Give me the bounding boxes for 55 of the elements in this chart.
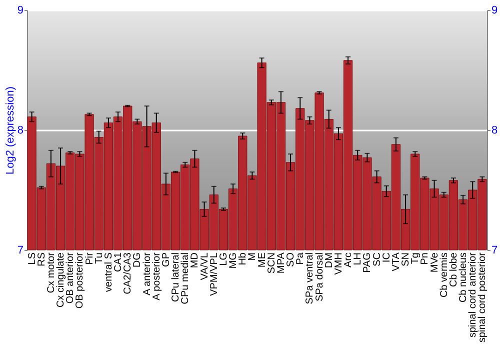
x-tick-label: VA/VL (199, 252, 210, 280)
x-tick-label: spinal cord posterior (477, 252, 488, 343)
y-axis-title: Log2 (expression) (4, 86, 16, 175)
x-tick-label: PAG (362, 252, 374, 273)
x-tick-label: Pir (84, 252, 96, 265)
x-tick-label: Tg (410, 252, 422, 264)
x-tick-label: VTA (390, 252, 402, 272)
x-tick-label: Hb (238, 252, 249, 266)
x-tick-label: Cb lobe (448, 252, 460, 287)
x-tick-label: M (247, 252, 258, 261)
x-tick-label: CPu lateral (170, 252, 182, 302)
x-tick-label: GP (160, 252, 172, 267)
y2-tick-label: 9 (492, 4, 498, 16)
x-tick-label: SPa ventral (304, 252, 316, 304)
x-tick-label: Pa (295, 252, 306, 265)
x-tick-label: CPu medial (180, 252, 192, 304)
y-tick-label: 7 (17, 244, 24, 256)
y2-tick-label: 8 (492, 124, 498, 136)
x-tick-label: OB posterior (74, 252, 86, 309)
x-tick-label: ME (256, 252, 268, 268)
x-tick-label: Arc (343, 252, 354, 268)
x-tick-label: VMH (333, 252, 344, 275)
x-tick-label: Cx motor (46, 252, 57, 294)
x-tick-label: DM (324, 252, 335, 268)
y-tick-label: 8 (17, 124, 24, 136)
x-tick-label: VPM/VPL (208, 252, 220, 296)
x-tick-label: ventral S (103, 252, 114, 292)
x-tick-label: Cx cingulate (56, 252, 67, 308)
y2-tick-label: 7 (492, 244, 498, 256)
y-tick-label: 9 (17, 4, 24, 16)
x-tick-label: RS (36, 252, 48, 266)
x-tick-label: Cb vermis (438, 252, 450, 298)
x-tick-label: SO (286, 252, 297, 267)
x-tick-label: Tu (94, 252, 105, 264)
x-tick-label: LS (26, 252, 38, 265)
x-tick-label: OB anterior (65, 252, 76, 304)
x-tick-label: DG (132, 252, 144, 268)
x-tick-label: IC (381, 252, 392, 262)
x-tick-label: MD (190, 252, 201, 268)
x-tick-label: Pn (420, 252, 431, 265)
x-tick-label: CA1 (113, 252, 124, 272)
x-tick-label: CA2/CA3 (122, 252, 134, 294)
x-tick-label: A posterior (151, 252, 162, 300)
x-tick-label: SC (372, 252, 383, 266)
x-tick-label: Cb nucleus (458, 252, 470, 303)
x-tick-label: SPa dorsal (314, 252, 326, 302)
x-tick-label: MPA (276, 252, 287, 274)
x-tick-label: spinal cord anterior (468, 252, 479, 338)
x-tick-label: LG (218, 252, 230, 266)
x-tick-label: MG (228, 252, 240, 269)
x-tick-label: A anterior (142, 252, 153, 296)
x-tick-label: SN (400, 252, 412, 266)
x-tick-label: SCN (266, 252, 278, 274)
x-tick-label: MVe (429, 252, 440, 273)
x-tick-label: LH (352, 252, 364, 266)
